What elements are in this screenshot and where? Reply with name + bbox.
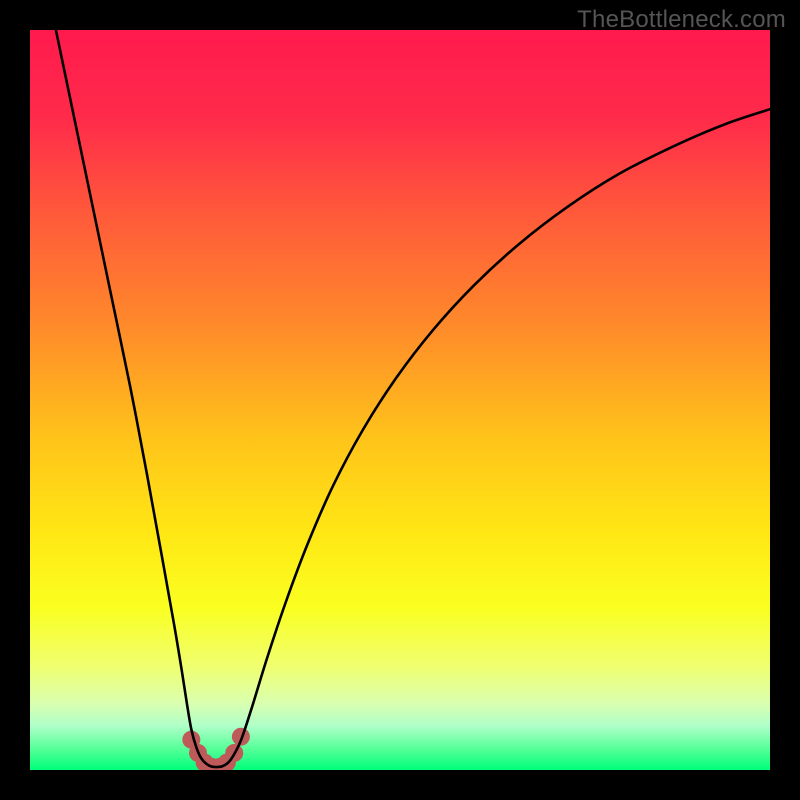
plot-area xyxy=(30,30,770,770)
chart-frame: TheBottleneck.com xyxy=(0,0,800,800)
gradient-background xyxy=(30,30,770,770)
chart-svg xyxy=(30,30,770,770)
